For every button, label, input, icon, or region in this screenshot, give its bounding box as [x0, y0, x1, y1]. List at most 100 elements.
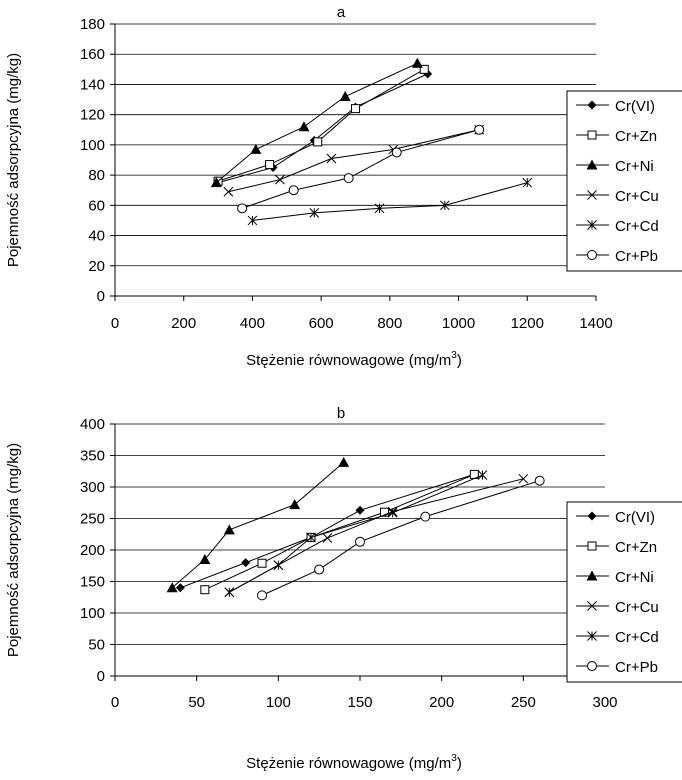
- legend-marker: [586, 570, 598, 581]
- x-tick-label: 250: [511, 694, 536, 711]
- legend-item: Cr+Zn: [576, 128, 657, 145]
- series-cr-pb: [237, 124, 485, 214]
- square-shape: [313, 137, 323, 147]
- legend-item: Cr+Cd: [576, 629, 659, 646]
- circle-shape: [587, 661, 597, 671]
- square-shape: [200, 585, 210, 595]
- y-tick-label: 0: [97, 668, 105, 685]
- x-axis-label-suffix: ): [457, 352, 462, 369]
- legend-item: Cr+Pb: [576, 248, 658, 265]
- data-point: [338, 456, 350, 467]
- legend-marker: [587, 190, 597, 200]
- data-point: [374, 203, 385, 214]
- x-tick-label: 150: [347, 694, 372, 711]
- data-point: [265, 160, 275, 170]
- x-axis-label-main: Stężenie równowagowe (mg/m: [246, 352, 451, 369]
- triangle-shape: [586, 159, 598, 170]
- series-cr-pb: [257, 475, 545, 601]
- data-point: [288, 185, 299, 196]
- y-tick-label: 60: [88, 197, 105, 214]
- series-cr-vi-: [175, 469, 479, 593]
- legend-item: Cr(VI): [576, 509, 655, 526]
- asterisk-shape: [522, 177, 533, 188]
- x-axis-label: Stężenie równowagowe (mg/m3): [246, 753, 462, 772]
- legend: Cr(VI) Cr+Zn Cr+Ni Cr+Cu Cr+Cd Cr+Pb: [566, 501, 682, 683]
- square-shape: [380, 507, 389, 517]
- x-tick-label: 0: [111, 694, 119, 711]
- square-shape: [587, 130, 597, 140]
- data-point: [273, 560, 284, 570]
- legend-item: Cr+Cu: [576, 599, 659, 616]
- asterisk-shape: [247, 215, 258, 226]
- x-shape: [326, 153, 337, 164]
- legend-marker: [587, 100, 597, 110]
- x-axis-label-suffix: ): [457, 755, 462, 772]
- diamond-shape: [587, 511, 597, 521]
- legend-label: Cr+Cd: [615, 629, 659, 646]
- data-point: [439, 200, 450, 211]
- series-line: [217, 68, 425, 182]
- x-shape: [322, 533, 333, 543]
- x-tick-label: 100: [266, 694, 291, 711]
- legend-marker: [587, 631, 597, 641]
- triangle-shape: [586, 570, 598, 581]
- series-cr-ni: [166, 456, 350, 593]
- x-tick-label: 1400: [579, 315, 612, 332]
- asterisk-shape: [273, 560, 284, 570]
- legend-item: Cr+Ni: [576, 569, 654, 586]
- square-shape: [419, 64, 429, 74]
- triangle-shape: [298, 121, 310, 132]
- y-tick-label: 300: [80, 479, 105, 496]
- triangle-shape: [250, 143, 262, 154]
- legend-item: Cr(VI): [576, 98, 655, 115]
- x-axis-label-main: Stężenie równowagowe (mg/m: [246, 755, 451, 772]
- data-point: [518, 473, 529, 484]
- series-line: [229, 474, 483, 593]
- asterisk-shape: [224, 587, 235, 598]
- asterisk-shape: [439, 200, 450, 211]
- data-point: [313, 137, 323, 147]
- legend-label: Cr+Pb: [615, 248, 658, 265]
- data-point: [247, 215, 258, 226]
- asterisk-shape: [387, 507, 398, 518]
- legend-marker: [587, 511, 597, 521]
- y-tick-label: 160: [80, 46, 105, 63]
- data-point: [420, 511, 431, 522]
- legend-label: Cr(VI): [615, 98, 655, 115]
- triangle-shape: [223, 524, 235, 535]
- diamond-shape: [241, 558, 251, 568]
- chart-a: a 0 20 40 60 80 100 120 140 160 180 0 200 400 600 800 10…: [5, 4, 682, 369]
- x-tick-label: 300: [592, 694, 617, 711]
- data-point: [322, 533, 333, 543]
- x-shape: [587, 190, 597, 200]
- legend-box: [566, 90, 682, 272]
- data-point: [166, 582, 178, 593]
- square-shape: [587, 541, 597, 551]
- circle-shape: [587, 250, 597, 260]
- data-point: [306, 532, 316, 543]
- data-point: [339, 91, 351, 102]
- square-shape: [265, 160, 275, 170]
- y-tick-label: 180: [80, 16, 105, 33]
- series-cr-ni: [210, 57, 423, 188]
- asterisk-shape: [374, 203, 385, 214]
- circle-shape: [474, 124, 485, 135]
- circle-shape: [314, 564, 325, 575]
- y-axis-label: Pojemność adsorpcyjna (mg/kg): [5, 443, 22, 657]
- y-tick-label: 80: [88, 167, 105, 184]
- legend-label: Cr(VI): [615, 509, 655, 526]
- data-point: [355, 505, 365, 515]
- data-point: [241, 558, 251, 568]
- data-point: [309, 208, 320, 218]
- legend-marker: [586, 159, 598, 170]
- data-point: [314, 564, 325, 575]
- data-point: [343, 173, 354, 184]
- asterisk-shape: [477, 470, 488, 480]
- asterisk-shape: [309, 208, 320, 218]
- legend-marker: [587, 220, 597, 230]
- triangle-shape: [289, 499, 301, 510]
- series-cr-zn: [200, 469, 479, 595]
- legend-label: Cr+Zn: [615, 539, 657, 556]
- series-line: [217, 73, 428, 184]
